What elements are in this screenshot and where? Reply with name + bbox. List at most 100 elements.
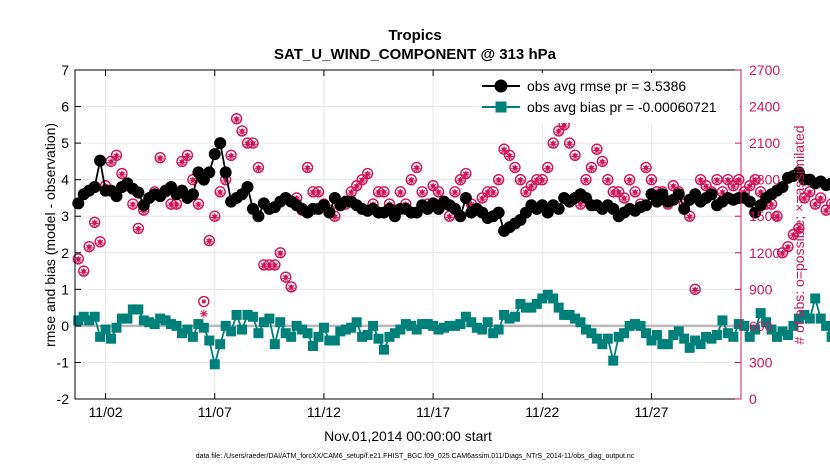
obs-assimilated-point xyxy=(554,128,563,137)
bias-point xyxy=(280,328,291,339)
bias-point xyxy=(73,315,84,326)
obs-assimilated-stroke xyxy=(588,165,595,172)
obs-assimilated-stroke xyxy=(238,128,246,136)
obs-assimilated-stroke xyxy=(129,202,137,209)
y2-tick-label: 0 xyxy=(749,391,757,407)
y2-tick-label: 900 xyxy=(749,281,773,297)
bias-point xyxy=(351,317,362,328)
obs-assimilated-point xyxy=(538,176,547,185)
obs-assimilated-point xyxy=(107,158,116,167)
rmse-point xyxy=(203,166,216,179)
bias-point xyxy=(220,320,231,331)
bias-point xyxy=(499,309,510,320)
bias-point xyxy=(368,320,379,331)
bias-point xyxy=(761,317,772,328)
obs-assimilated-stroke xyxy=(812,202,819,209)
obs-assimilated-point xyxy=(778,249,787,258)
x-tick-label: 11/02 xyxy=(89,404,123,420)
obs-assimilated-point xyxy=(96,239,105,248)
obs-assimilated-stroke xyxy=(277,250,284,258)
obs-assimilated-point xyxy=(751,176,760,185)
bias-point xyxy=(395,324,406,335)
bias-point xyxy=(384,331,395,342)
obs-assimilated-point xyxy=(691,286,700,295)
obs-assimilated-point xyxy=(729,182,738,191)
bias-point xyxy=(772,331,783,342)
obs-assimilated-stroke xyxy=(533,177,540,185)
obs-assimilated-point xyxy=(309,189,318,198)
obs-assimilated-stroke xyxy=(730,183,737,191)
bias-point xyxy=(100,324,111,335)
bias-point xyxy=(651,330,662,341)
bias-point xyxy=(428,320,439,331)
obs-assimilated-stroke xyxy=(244,141,251,148)
bias-point xyxy=(542,289,553,300)
obs-assimilated-stroke xyxy=(113,153,120,160)
obs-assimilated-point xyxy=(494,176,503,185)
obs-assimilated-point xyxy=(581,176,590,185)
obs-assimilated-point xyxy=(418,189,427,198)
bias-point xyxy=(782,330,793,341)
bias-point xyxy=(739,320,750,331)
rmse-point xyxy=(208,148,221,161)
obs-assimilated-stroke xyxy=(75,256,82,264)
obs-assimilated-point xyxy=(358,176,367,185)
obs-assimilated-stroke xyxy=(380,189,388,197)
obs-assimilated-stroke xyxy=(288,284,295,292)
obs-assimilated-point xyxy=(276,249,285,258)
bias-point xyxy=(122,313,133,324)
obs-assimilated-point xyxy=(794,225,803,234)
obs-assimilated-stroke xyxy=(752,177,759,185)
obs-assimilated-point xyxy=(314,189,323,198)
obs-assimilated-stroke xyxy=(107,159,115,166)
obs-assimilated-point xyxy=(642,164,651,173)
x-tick-label: 11/17 xyxy=(416,404,450,420)
obs-possible-dot xyxy=(201,299,206,304)
rmse-point xyxy=(672,188,685,201)
bias-point xyxy=(149,319,160,330)
obs-assimilated-point xyxy=(303,164,312,173)
bias-point xyxy=(198,322,209,333)
obs-assimilated-stroke xyxy=(511,165,519,172)
bias-point xyxy=(509,311,520,322)
bias-point xyxy=(810,293,821,304)
rmse-point xyxy=(776,180,789,193)
rmse-point xyxy=(252,210,265,223)
obs-assimilated-point xyxy=(712,176,721,185)
bias-point xyxy=(297,324,308,335)
bias-point xyxy=(95,331,106,342)
obs-assimilated-stroke xyxy=(757,189,764,197)
axis-ticks: 11/02 11/07 11/12 11/17 11/22 11/27 -2 -1 0 1 2 3 4 5… xyxy=(57,62,781,420)
rmse-point xyxy=(214,137,227,150)
rmse-point xyxy=(241,180,254,193)
obs-assimilated-stroke xyxy=(353,183,360,191)
y-tick-label: -1 xyxy=(57,354,70,370)
y2-tick-label: 600 xyxy=(749,318,773,334)
obs-assimilated-stroke xyxy=(211,214,218,221)
bias-point xyxy=(799,309,810,320)
y2-tick-label: 2700 xyxy=(749,62,780,78)
bias-point xyxy=(553,302,564,313)
bias-point xyxy=(635,320,646,331)
y2-tick-label: 1500 xyxy=(749,208,780,224)
bias-point xyxy=(155,313,166,324)
obs-assimilated-point xyxy=(811,201,820,210)
bias-point xyxy=(570,313,581,324)
bias-point xyxy=(662,339,673,350)
obs-assimilated-stroke xyxy=(309,189,317,197)
obs-assimilated-stroke xyxy=(479,196,486,203)
bias-point xyxy=(575,317,586,328)
obs-assimilated-stroke xyxy=(195,202,202,209)
obs-assimilated-point xyxy=(238,128,247,137)
obs-assimilated-stroke xyxy=(304,165,311,172)
bias-point xyxy=(406,320,417,331)
bias-point xyxy=(373,333,384,344)
obs-assimilated-stroke xyxy=(255,165,262,172)
obs-assimilated-stroke xyxy=(642,165,650,172)
obs-assimilated-stroke xyxy=(408,177,415,185)
obs-assimilated-point xyxy=(434,189,443,198)
obs-assimilated-point xyxy=(205,237,214,246)
bias-point xyxy=(286,331,297,342)
obs-assimilated-stroke xyxy=(348,189,355,197)
bias-point xyxy=(318,322,329,333)
